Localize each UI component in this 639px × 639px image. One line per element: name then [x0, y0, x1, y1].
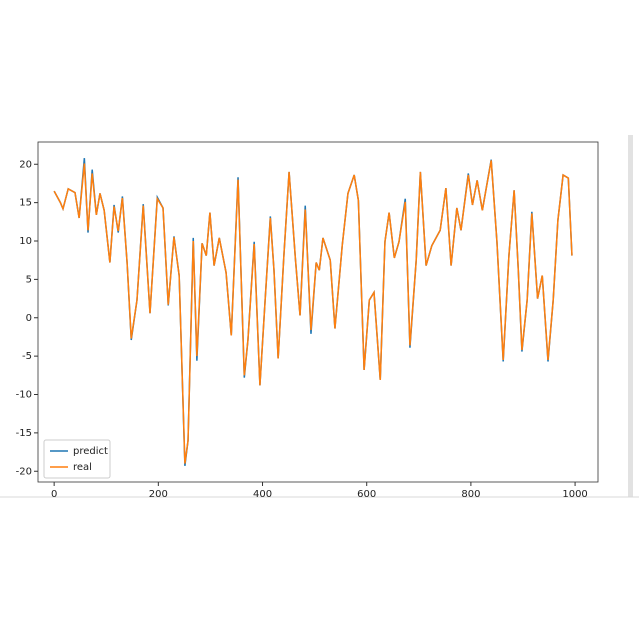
- y-tick-label: 20: [19, 159, 32, 170]
- series-line: [53, 160, 573, 464]
- x-tick-label: 600: [357, 489, 376, 500]
- legend-box: [43, 439, 111, 479]
- y-tick-label: -20: [16, 466, 32, 477]
- x-tick-label: 0: [51, 489, 57, 500]
- x-tick-label: 800: [461, 489, 480, 500]
- y-tick-label: 15: [19, 198, 32, 209]
- y-tick-label: -5: [22, 351, 32, 362]
- x-tick-label: 200: [149, 489, 168, 500]
- y-tick-label: -15: [16, 428, 32, 439]
- y-tick-label: 10: [19, 236, 32, 247]
- legend-label: predict: [73, 446, 108, 457]
- plot-frame: [37, 141, 599, 483]
- y-tick-label: -10: [16, 390, 32, 401]
- legend-label: real: [73, 462, 92, 473]
- y-tick-label: 5: [26, 274, 32, 285]
- y-tick-label: 0: [26, 313, 32, 324]
- scrollbar: [628, 135, 633, 497]
- x-tick-label: 400: [253, 489, 272, 500]
- x-tick-label: 1000: [562, 489, 587, 500]
